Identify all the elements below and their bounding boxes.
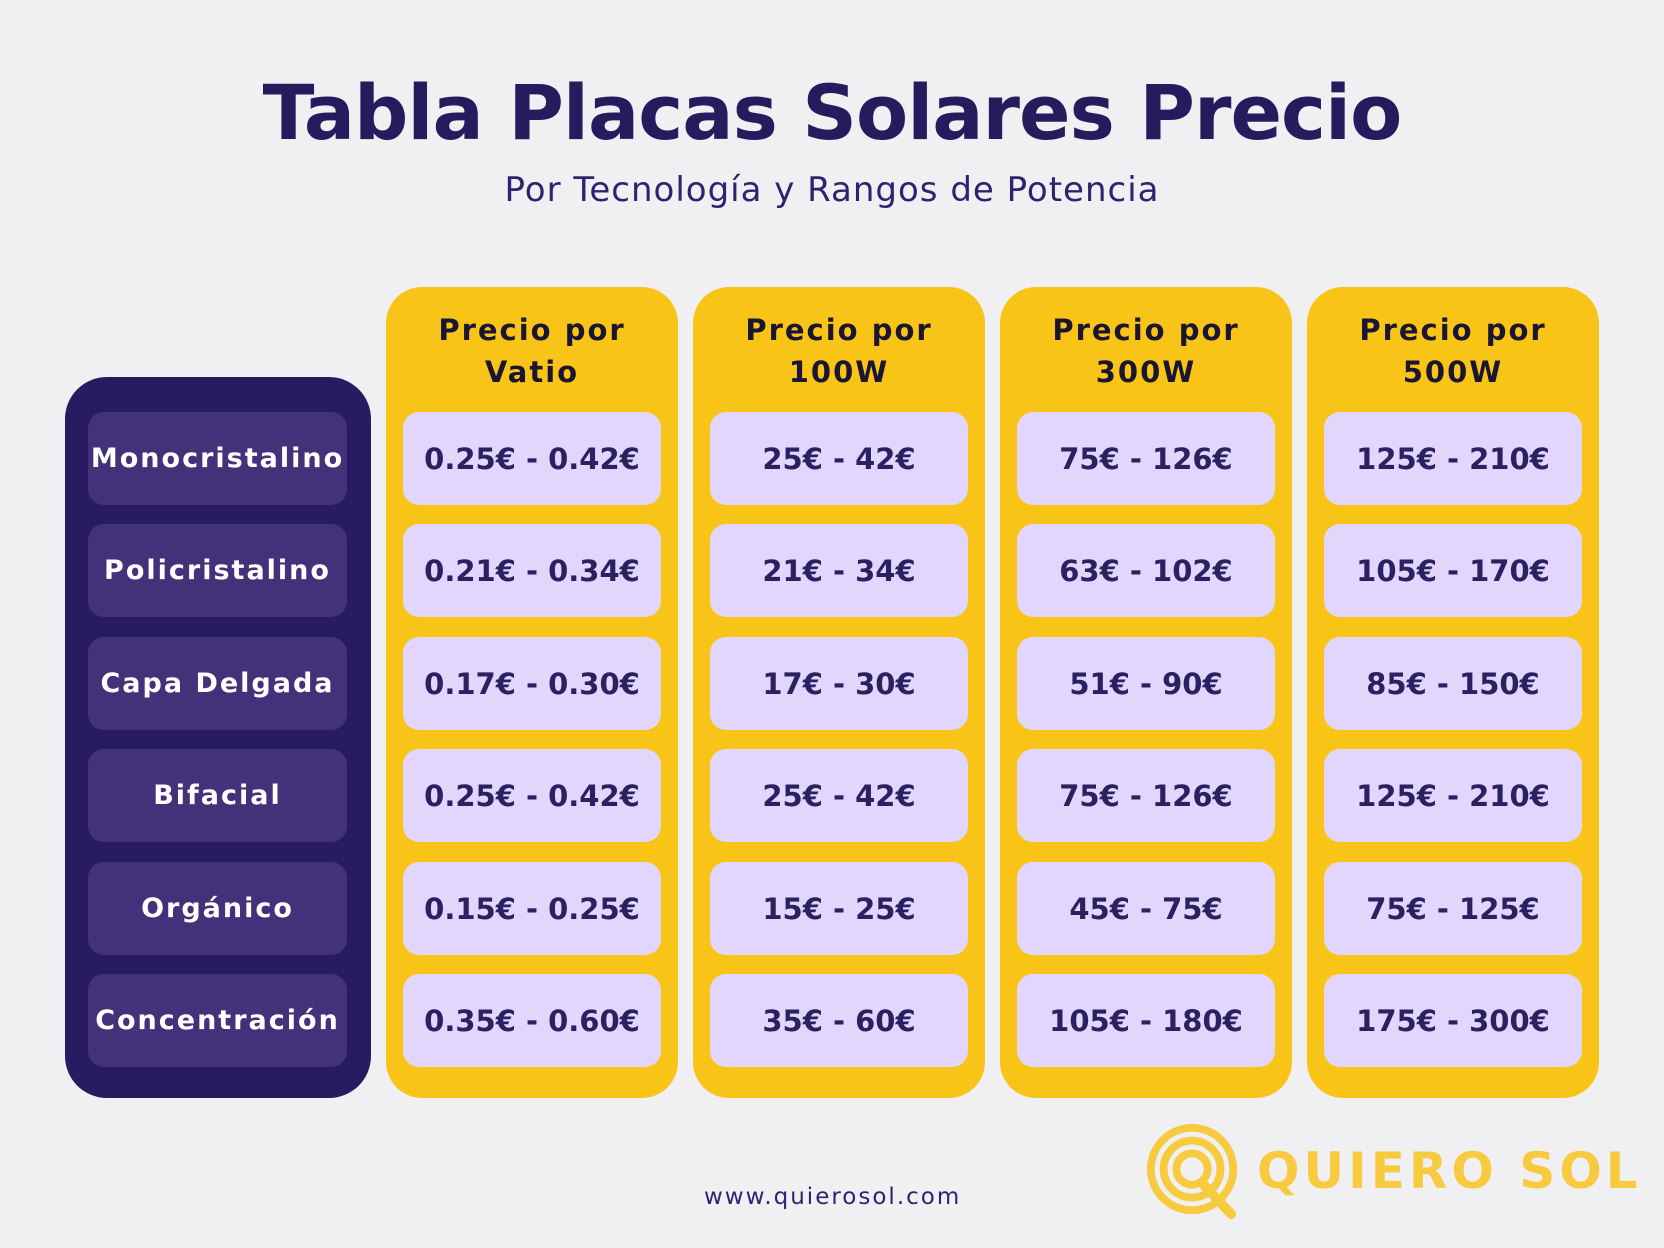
technology-panel: Monocristalino Policristalino Capa Delga…	[65, 377, 371, 1098]
tech-label-monocristalino: Monocristalino	[88, 412, 347, 505]
price-cell: 0.21€ - 0.34€	[403, 524, 661, 617]
price-cell: 25€ - 42€	[710, 749, 968, 842]
price-cell: 75€ - 126€	[1017, 412, 1275, 505]
brand-logo: QUIERO SOL	[1145, 1122, 1642, 1220]
price-cell: 125€ - 210€	[1324, 749, 1582, 842]
price-cell: 0.35€ - 0.60€	[403, 974, 661, 1067]
q-sun-logo-icon	[1146, 1123, 1238, 1220]
price-cell: 51€ - 90€	[1017, 637, 1275, 730]
price-cell: 0.15€ - 0.25€	[403, 862, 661, 955]
column-header-line1: Precio por	[438, 313, 626, 347]
page-subtitle: Por Tecnología y Rangos de Potencia	[504, 170, 1160, 210]
price-cell: 125€ - 210€	[1324, 412, 1582, 505]
price-cell: 15€ - 25€	[710, 862, 968, 955]
brand-name: QUIERO SOL	[1257, 1142, 1642, 1200]
price-cell: 105€ - 170€	[1324, 524, 1582, 617]
website-url[interactable]: www.quierosol.com	[704, 1184, 962, 1210]
column-header-line2: 100W	[788, 355, 890, 389]
price-cell: 0.17€ - 0.30€	[403, 637, 661, 730]
price-cell: 45€ - 75€	[1017, 862, 1275, 955]
price-cell: 85€ - 150€	[1324, 637, 1582, 730]
column-header-line1: Precio por	[745, 313, 933, 347]
column-header-line2: Vatio	[484, 355, 580, 389]
price-cell: 25€ - 42€	[710, 412, 968, 505]
price-cell: 17€ - 30€	[710, 637, 968, 730]
price-cell: 105€ - 180€	[1017, 974, 1275, 1067]
price-column-300w: Precio por 300W 75€ - 126€ 63€ - 102€ 51…	[1000, 287, 1292, 1098]
price-cell: 0.25€ - 0.42€	[403, 412, 661, 505]
column-header-line1: Precio por	[1052, 313, 1240, 347]
tech-label-concentracion: Concentración	[88, 974, 347, 1067]
price-cell: 35€ - 60€	[710, 974, 968, 1067]
column-header: Precio por 500W	[1307, 309, 1599, 393]
price-column-vatio: Precio por Vatio 0.25€ - 0.42€ 0.21€ - 0…	[386, 287, 678, 1098]
tech-label-capa-delgada: Capa Delgada	[88, 637, 347, 730]
price-cell: 75€ - 125€	[1324, 862, 1582, 955]
tech-label-organico: Orgánico	[88, 862, 347, 955]
column-header: Precio por Vatio	[386, 309, 678, 393]
column-header: Precio por 100W	[693, 309, 985, 393]
price-column-500w: Precio por 500W 125€ - 210€ 105€ - 170€ …	[1307, 287, 1599, 1098]
column-header: Precio por 300W	[1000, 309, 1292, 393]
column-header-line2: 300W	[1095, 355, 1197, 389]
tech-label-policristalino: Policristalino	[88, 524, 347, 617]
price-column-100w: Precio por 100W 25€ - 42€ 21€ - 34€ 17€ …	[693, 287, 985, 1098]
page-title: Tabla Placas Solares Precio	[262, 68, 1403, 157]
column-header-line2: 500W	[1402, 355, 1504, 389]
price-cell: 0.25€ - 0.42€	[403, 749, 661, 842]
price-cell: 75€ - 126€	[1017, 749, 1275, 842]
price-cell: 21€ - 34€	[710, 524, 968, 617]
tech-label-bifacial: Bifacial	[88, 749, 347, 842]
column-header-line1: Precio por	[1359, 313, 1547, 347]
price-cell: 175€ - 300€	[1324, 974, 1582, 1067]
price-cell: 63€ - 102€	[1017, 524, 1275, 617]
